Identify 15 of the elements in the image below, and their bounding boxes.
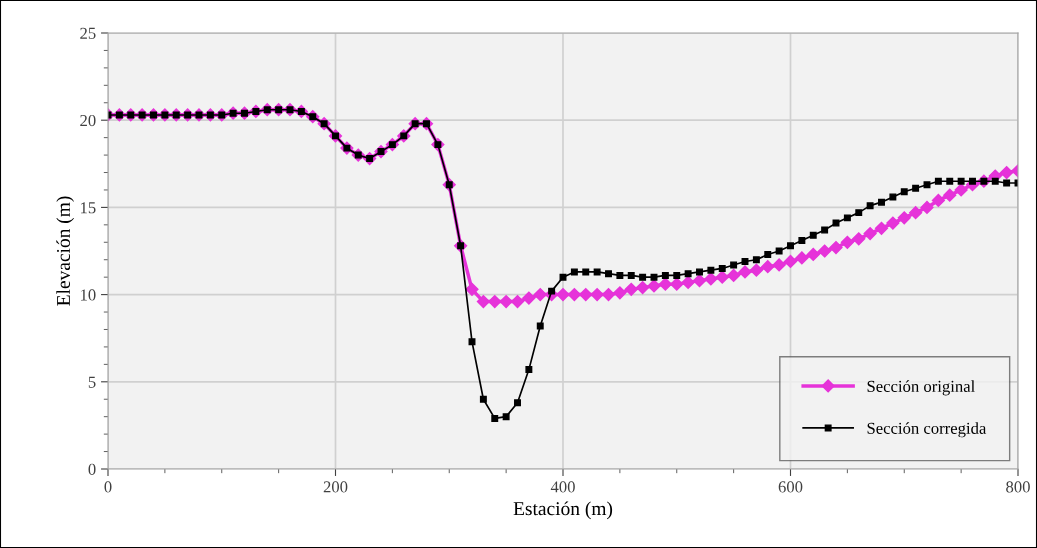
y-axis-title: Elevación (m): [56, 196, 74, 306]
y-tick-label: 25: [80, 27, 96, 39]
y-tick-label: 20: [80, 114, 96, 127]
x-tick-label: 200: [323, 481, 348, 493]
x-tick-label: 400: [550, 481, 575, 493]
x-tick-label: 600: [778, 481, 803, 493]
y-tick-label: 5: [88, 376, 96, 388]
x-tick-label: 800: [1006, 481, 1030, 493]
x-tick-label: 0: [104, 481, 112, 493]
y-tick-label: 15: [80, 202, 96, 214]
y-tick-label: 10: [80, 289, 96, 301]
y-tick-label: 0: [88, 463, 96, 475]
x-axis-title: Estación (m): [513, 501, 613, 520]
legend-label: Sección original: [867, 380, 975, 396]
legend-label: Sección corregida: [867, 422, 987, 438]
